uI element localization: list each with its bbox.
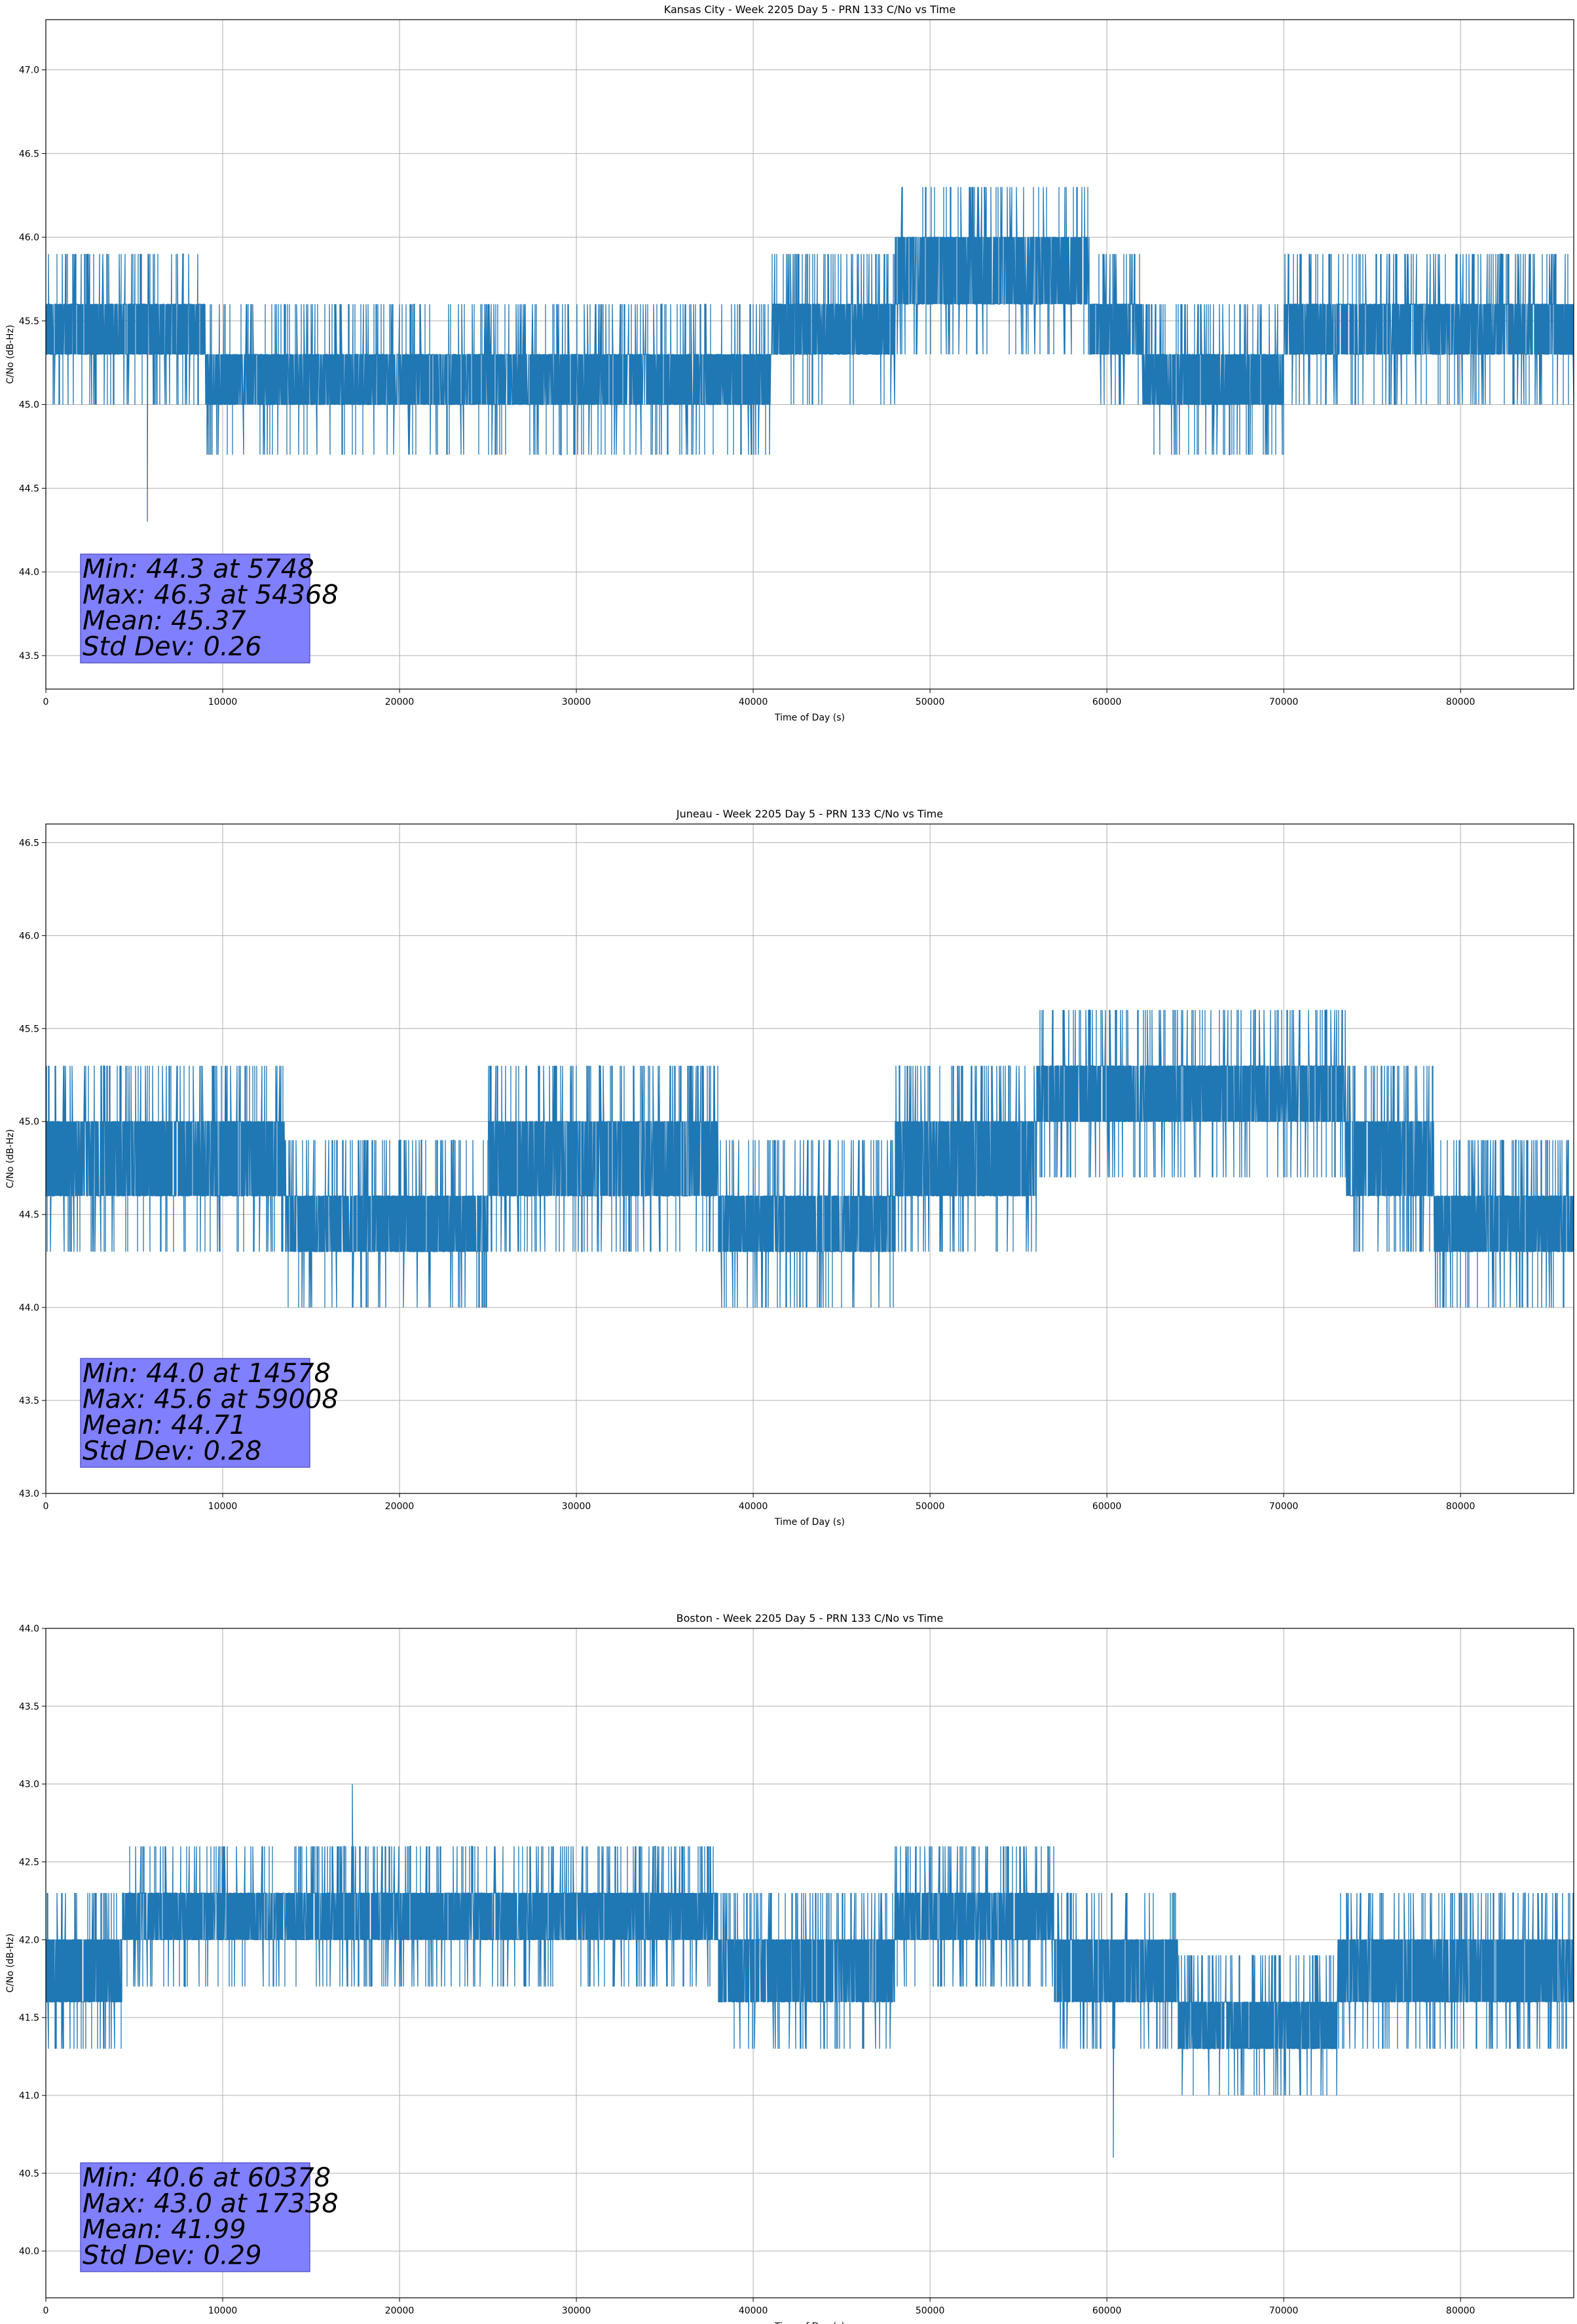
chart-panel-2: 0 10000 20000 30000 40000 50000 60000 70000 8000… — [5, 808, 1574, 1527]
x-tick-label: 0 — [43, 2306, 49, 2316]
y-tick-label: 44.5 — [19, 1210, 39, 1220]
x-tick-label: 10000 — [208, 697, 238, 707]
chart-panel-3: 0 10000 20000 30000 40000 50000 60000 70000 8000… — [5, 1612, 1574, 2324]
y-tick-label: 43.5 — [19, 1702, 39, 1712]
x-tick-label: 50000 — [916, 1501, 945, 1512]
x-tick-label: 80000 — [1446, 1501, 1475, 1512]
x-tick-label: 10000 — [208, 2306, 238, 2316]
y-tick-label: 40.5 — [19, 2169, 39, 2179]
x-tick-label: 20000 — [385, 2306, 415, 2316]
x-tick-label: 70000 — [1269, 697, 1299, 707]
x-tick-label: 80000 — [1446, 2306, 1475, 2316]
stats-line: Mean: 45.37 — [83, 606, 246, 636]
y-tick-label: 45.5 — [19, 1024, 39, 1034]
plot-frame — [45, 1628, 1574, 2298]
y-tick-label: 44.0 — [19, 567, 39, 578]
x-tick-label: 10000 — [208, 1501, 238, 1512]
x-tick-label: 0 — [43, 697, 49, 707]
x-tick-label: 20000 — [385, 1501, 415, 1512]
y-tick-label: 45.0 — [19, 400, 39, 411]
stats-line: Max: 45.6 at 59008 — [83, 1385, 339, 1415]
x-tick-label: 40000 — [739, 697, 768, 707]
x-tick-label: 30000 — [562, 2306, 591, 2316]
x-axis-label: Time of Day (s) — [774, 713, 845, 723]
y-tick-label: 46.5 — [19, 838, 39, 848]
y-axis-label: C/No (dB-Hz) — [5, 325, 16, 384]
y-tick-label: 40.0 — [19, 2247, 39, 2257]
y-tick-label: 44.5 — [19, 483, 39, 494]
x-tick-label: 70000 — [1269, 1501, 1299, 1512]
x-tick-label: 30000 — [562, 1501, 591, 1512]
plot-frame — [45, 19, 1574, 690]
y-tick-label: 47.0 — [19, 66, 39, 76]
chart-title: Kansas City - Week 2205 Day 5 - PRN 133 … — [664, 3, 955, 16]
data-series-line — [46, 1784, 1574, 2158]
plot-frame — [45, 823, 1574, 1494]
x-axis-label: Time of Day (s) — [774, 1517, 845, 1527]
stats-box — [80, 1358, 310, 1468]
x-tick-label: 30000 — [562, 697, 591, 707]
y-tick-label: 41.0 — [19, 2091, 39, 2101]
stats-line: Max: 43.0 at 17338 — [83, 2189, 339, 2219]
x-tick-label: 60000 — [1092, 697, 1122, 707]
x-tick-label: 60000 — [1092, 2306, 1122, 2316]
stats-line: Max: 46.3 at 54368 — [83, 580, 339, 610]
y-tick-label: 46.0 — [19, 233, 39, 243]
x-tick-label: 20000 — [385, 697, 415, 707]
stats-line: Std Dev: 0.26 — [83, 632, 262, 662]
x-tick-label: 40000 — [739, 1501, 768, 1512]
chart-title: Juneau - Week 2205 Day 5 - PRN 133 C/No … — [676, 808, 943, 820]
y-tick-label: 43.0 — [19, 1780, 39, 1790]
y-tick-label: 42.5 — [19, 1858, 39, 1868]
x-tick-label: 80000 — [1446, 697, 1475, 707]
stats-line: Mean: 41.99 — [83, 2215, 246, 2245]
stats-line: Std Dev: 0.28 — [83, 1436, 262, 1467]
y-axis-label: C/No (dB-Hz) — [5, 1934, 16, 1993]
y-tick-label: 45.5 — [19, 316, 39, 327]
chart-panel-1: 0 10000 20000 30000 40000 50000 60000 70000 8000… — [5, 3, 1574, 723]
y-tick-label: 43.5 — [19, 1396, 39, 1406]
x-tick-label: 50000 — [916, 2306, 945, 2316]
stats-line: Min: 44.3 at 5748 — [83, 554, 314, 584]
x-tick-label: 60000 — [1092, 1501, 1122, 1512]
stats-line: Min: 40.6 at 60378 — [83, 2163, 331, 2193]
y-tick-label: 45.0 — [19, 1117, 39, 1127]
stats-line: Min: 44.0 at 14578 — [83, 1359, 331, 1389]
stats-box — [80, 553, 310, 664]
chart-title: Boston - Week 2205 Day 5 - PRN 133 C/No … — [677, 1612, 944, 1624]
data-series-line — [46, 1009, 1574, 1308]
x-tick-label: 40000 — [739, 2306, 768, 2316]
stats-line: Mean: 44.71 — [83, 1410, 246, 1440]
y-tick-label: 46.5 — [19, 149, 39, 159]
x-axis-label: Time of Day (s) — [774, 2321, 845, 2324]
y-tick-label: 43.5 — [19, 651, 39, 662]
x-tick-label: 0 — [43, 1501, 49, 1512]
y-tick-label: 41.5 — [19, 2013, 39, 2023]
stats-box — [80, 2162, 310, 2272]
y-axis-label: C/No (dB-Hz) — [5, 1129, 16, 1188]
y-tick-label: 44.0 — [19, 1624, 39, 1634]
data-series-line — [46, 187, 1574, 522]
y-tick-label: 42.0 — [19, 1935, 39, 1945]
x-tick-label: 70000 — [1269, 2306, 1299, 2316]
y-tick-label: 44.0 — [19, 1303, 39, 1313]
stats-line: Std Dev: 0.29 — [83, 2241, 262, 2271]
y-tick-label: 43.0 — [19, 1489, 39, 1499]
y-tick-label: 46.0 — [19, 931, 39, 941]
x-tick-label: 50000 — [916, 697, 945, 707]
